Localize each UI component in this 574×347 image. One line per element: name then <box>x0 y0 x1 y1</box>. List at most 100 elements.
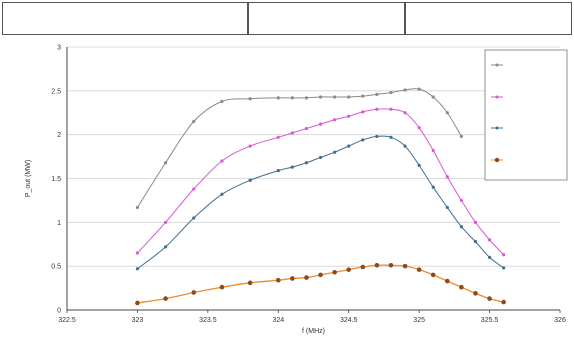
series-2-point <box>318 122 323 126</box>
series-3-point <box>417 163 421 167</box>
legend-marker-4 <box>494 157 500 163</box>
series-4-point <box>459 284 464 290</box>
note-box-middle <box>248 2 405 35</box>
series-3-point <box>220 192 224 196</box>
series-4-point <box>402 263 408 269</box>
series-2-point <box>220 159 224 163</box>
series-4-point <box>487 296 492 301</box>
series-3-point <box>375 134 379 139</box>
series-3-point <box>276 169 280 173</box>
note-box-left <box>2 2 248 35</box>
axes <box>66 47 561 313</box>
x-tick-label: 323.5 <box>199 317 217 324</box>
series-2-point <box>290 131 294 135</box>
series-3-point <box>347 144 351 148</box>
series-4-point <box>388 262 394 268</box>
series-2-point <box>347 114 351 118</box>
series-3-point <box>473 240 478 244</box>
series-2-point <box>403 111 407 115</box>
y-tick-label: 2.5 <box>51 88 61 95</box>
series-2 <box>135 107 506 257</box>
series-3-point <box>318 155 323 160</box>
series-3-point <box>431 185 435 189</box>
series-4-point <box>346 267 352 272</box>
series-2-point <box>276 135 280 139</box>
series-1-point <box>290 96 294 100</box>
series-1-point <box>135 205 140 210</box>
y-tick-label: 1.5 <box>51 176 61 183</box>
x-tick-label: 322.5 <box>58 317 76 324</box>
series-1-point <box>220 99 224 103</box>
series-1-point <box>304 96 309 100</box>
series-3-point <box>135 267 140 271</box>
series-1-point <box>192 119 196 124</box>
series-2-point <box>135 251 140 255</box>
series-4-point <box>501 299 506 305</box>
series-3-line <box>137 135 504 270</box>
series-3-point <box>248 178 252 182</box>
series-1-point <box>318 95 323 99</box>
series-2-point <box>417 126 421 130</box>
series-4-point <box>191 290 197 295</box>
series-3-point <box>403 144 407 148</box>
x-tick-label: 326 <box>554 317 566 324</box>
series-1-point <box>347 95 351 99</box>
series-1-line <box>137 88 462 208</box>
series-1-point <box>333 95 337 99</box>
series-3-point <box>502 266 506 270</box>
x-axis-label: f (MHz) <box>302 328 325 335</box>
series-4-point <box>332 270 337 275</box>
y-axis-label: P_out (MW) <box>25 160 32 197</box>
series-1-point <box>389 90 393 95</box>
y-tick-label: 3 <box>57 45 61 52</box>
series-4-point <box>374 262 380 268</box>
series-3-point <box>304 161 309 165</box>
series-4 <box>135 262 506 306</box>
series-3-point <box>361 138 365 142</box>
series-1-point <box>276 96 280 100</box>
series-2-point <box>502 253 506 257</box>
series-4-point <box>247 280 253 286</box>
series-3-point <box>192 216 196 220</box>
series-2-point <box>487 238 492 242</box>
series-1-point <box>445 111 449 115</box>
y-tick-label: 2 <box>57 132 61 139</box>
legend-box <box>484 49 568 181</box>
series-2-point <box>333 118 337 122</box>
series-2-point <box>164 220 168 224</box>
series-4-point <box>430 272 436 278</box>
series-4-point <box>416 267 422 272</box>
series-2-point <box>445 175 449 179</box>
x-tick-label: 325 <box>413 317 425 324</box>
series-3-point <box>445 205 449 210</box>
series-4-point <box>318 272 323 278</box>
series-3-point <box>459 225 463 229</box>
legend <box>484 49 568 181</box>
series-3-point <box>164 245 168 249</box>
x-tick-labels: 322.5 323 323.5 324 324.5 325 325.5 326 <box>58 317 566 324</box>
series-2-point <box>248 144 252 148</box>
series-3-point <box>389 135 393 139</box>
y-tick-label: 0.5 <box>51 264 61 271</box>
series-1-point <box>248 97 252 101</box>
series-3-point <box>333 150 337 154</box>
series-1-point <box>375 92 379 96</box>
series-4-point <box>275 277 281 283</box>
series-4-point <box>304 275 309 280</box>
series-2-point <box>431 148 435 153</box>
series-4-point <box>135 300 140 306</box>
series-1-point <box>403 88 407 92</box>
y-tick-label: 0 <box>57 308 61 315</box>
series-2-point <box>375 107 379 111</box>
series-2-point <box>473 220 478 224</box>
series-group <box>135 87 506 306</box>
series-1 <box>135 87 463 210</box>
x-tick-label: 324 <box>272 317 284 324</box>
series-3-point <box>487 255 492 259</box>
series-4-point <box>360 264 366 270</box>
series-3-point <box>290 165 294 169</box>
legend-marker-3 <box>495 126 499 130</box>
series-2-point <box>389 107 393 111</box>
